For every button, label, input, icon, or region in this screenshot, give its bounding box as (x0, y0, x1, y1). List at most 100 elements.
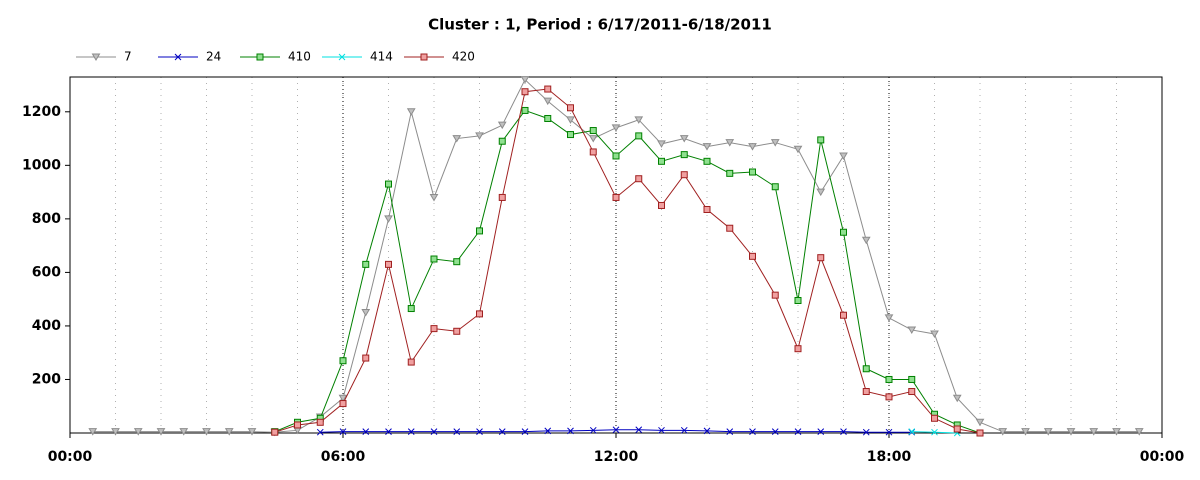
data-point (294, 421, 301, 429)
data-point (452, 135, 462, 143)
legend-marker (338, 53, 346, 61)
data-point (362, 260, 370, 268)
data-point (794, 297, 802, 305)
data-point (406, 108, 416, 116)
data-point (316, 418, 324, 426)
data-point (156, 428, 166, 436)
series-line (274, 109, 981, 434)
legend-label: 420 (452, 50, 475, 64)
legend-marker (91, 53, 101, 61)
data-point (588, 135, 598, 143)
data-point (453, 428, 461, 436)
data-point (476, 428, 483, 436)
legend-marker (256, 53, 264, 61)
data-point (749, 252, 756, 260)
x-tick-label: 06:00 (321, 449, 366, 465)
data-point (840, 311, 847, 319)
data-point (658, 201, 665, 209)
data-point (339, 428, 347, 436)
data-point (339, 357, 347, 365)
data-point (703, 427, 711, 435)
data-point (544, 114, 552, 122)
data-point (224, 428, 234, 436)
data-point (544, 427, 552, 435)
data-point (543, 97, 553, 106)
data-point (908, 375, 916, 383)
y-tick-label: 1000 (22, 157, 61, 173)
data-point (429, 193, 439, 202)
data-point (476, 310, 483, 318)
data-point (589, 148, 597, 156)
x-tick-label: 00:00 (48, 449, 93, 465)
data-point (339, 400, 347, 408)
data-point (133, 428, 143, 436)
data-point (521, 106, 529, 114)
data-point (362, 354, 370, 362)
data-point (361, 309, 371, 317)
legend-label: 24 (206, 50, 221, 64)
data-point (658, 157, 665, 165)
y-tick-label: 1200 (22, 104, 61, 120)
data-point (840, 228, 847, 236)
data-point (1112, 428, 1121, 436)
data-point (885, 428, 893, 436)
data-point (498, 137, 506, 145)
data-point (247, 428, 257, 436)
data-point (338, 394, 348, 403)
data-point (771, 428, 779, 436)
data-point (817, 136, 825, 144)
x-tick-label: 12:00 (594, 449, 639, 465)
data-point (884, 314, 894, 322)
data-point (611, 124, 621, 132)
data-point (976, 429, 984, 437)
data-point (1089, 428, 1099, 436)
data-point (430, 325, 438, 333)
data-point (817, 428, 825, 436)
data-point (657, 140, 666, 148)
data-point (862, 428, 870, 436)
legend-label: 414 (370, 50, 393, 64)
data-point (1021, 428, 1030, 436)
data-point (430, 255, 438, 263)
data-point (634, 116, 644, 124)
data-point (839, 152, 848, 160)
data-point (748, 143, 757, 151)
data-point (498, 428, 506, 436)
data-point (635, 132, 643, 140)
data-point (952, 394, 962, 403)
data-point (862, 388, 870, 396)
data-point (680, 171, 688, 179)
legend-label: 410 (288, 50, 311, 64)
data-point (498, 193, 506, 201)
data-point (567, 427, 574, 435)
data-point (931, 414, 938, 422)
data-point (475, 132, 484, 140)
data-point (794, 345, 802, 353)
x-tick-label: 18:00 (867, 449, 912, 465)
data-point (567, 104, 574, 112)
data-point (658, 426, 665, 434)
data-point (793, 145, 803, 154)
data-point (589, 426, 597, 434)
data-point (179, 428, 189, 436)
data-point (612, 152, 620, 160)
data-point (385, 260, 392, 268)
data-point (111, 428, 120, 436)
data-point (931, 428, 938, 436)
data-point (726, 169, 734, 177)
data-point (497, 121, 507, 130)
data-point (885, 375, 893, 383)
data-point (794, 428, 802, 436)
data-point (862, 365, 870, 373)
data-point (316, 428, 324, 436)
y-tick-label: 800 (32, 211, 61, 227)
data-point (521, 88, 529, 96)
series-line (92, 78, 1140, 433)
data-point (521, 428, 529, 436)
chart-title: Cluster : 1, Period : 6/17/2011-6/18/201… (428, 16, 772, 34)
data-point (407, 428, 415, 436)
legend-marker (420, 53, 428, 61)
data-point (725, 139, 735, 147)
data-point (749, 428, 756, 436)
legend-label: 7 (124, 50, 132, 64)
